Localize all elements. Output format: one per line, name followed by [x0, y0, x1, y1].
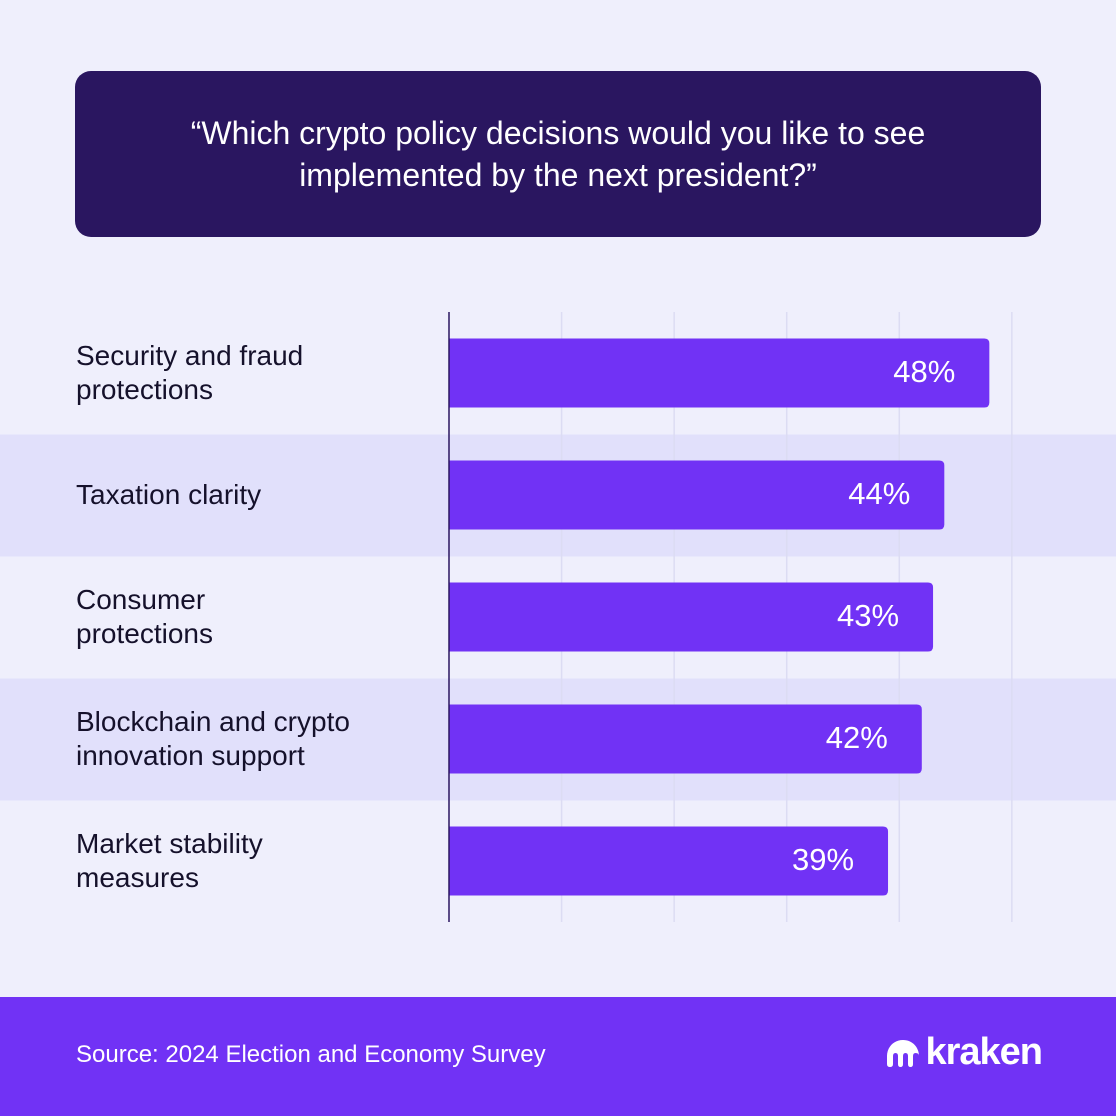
value-label: 44%	[848, 476, 910, 511]
bar	[449, 460, 945, 530]
brand-logo: kraken	[885, 1031, 1043, 1074]
chart: 48% 44% 43% 42% 39%	[0, 312, 1116, 922]
chart-title: “Which crypto policy decisions would you…	[190, 115, 926, 193]
bar	[449, 338, 990, 408]
brand-name: kraken	[925, 1031, 1043, 1073]
value-label: 43%	[837, 598, 899, 633]
value-label: 42%	[826, 720, 888, 755]
bar	[449, 826, 889, 896]
title-box: “Which crypto policy decisions would you…	[75, 71, 1041, 237]
footer: Source: 2024 Election and Economy Survey…	[0, 997, 1116, 1116]
value-label: 39%	[792, 842, 854, 877]
category-label: Blockchain and crypto innovation support	[76, 706, 350, 771]
value-label: 48%	[893, 354, 955, 389]
source-note: Source: 2024 Election and Economy Survey	[76, 1041, 546, 1068]
category-label: Market stability measures	[76, 828, 263, 893]
bar	[449, 582, 934, 652]
category-label: Security and fraud protections	[76, 340, 304, 405]
category-label: Consumer protections	[76, 584, 213, 649]
bar	[449, 704, 922, 774]
category-label: Taxation clarity	[76, 479, 262, 510]
brand-icon	[887, 1039, 920, 1067]
